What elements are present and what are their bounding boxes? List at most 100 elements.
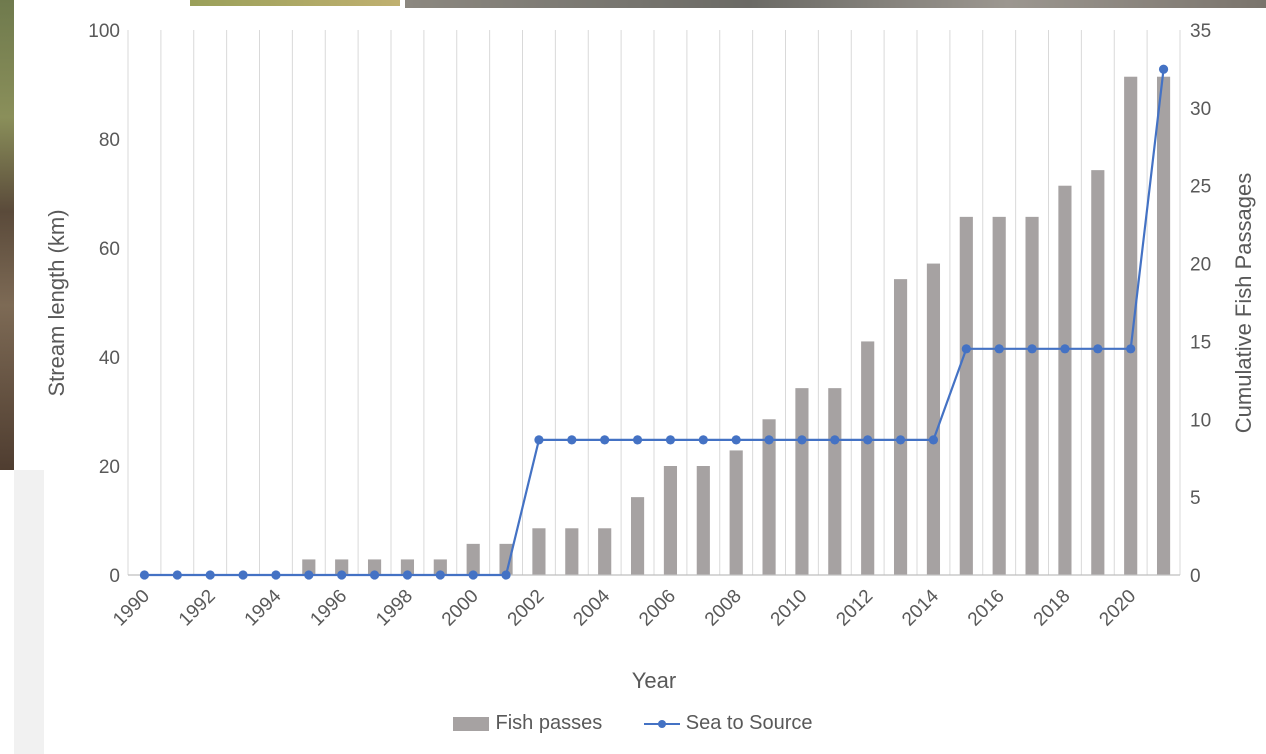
line-point xyxy=(797,435,807,445)
left-tick-label: 0 xyxy=(109,566,120,587)
legend-bar-swatch xyxy=(453,716,490,731)
bar xyxy=(828,388,842,575)
line-point xyxy=(139,570,150,580)
line-point xyxy=(928,435,939,445)
line-point xyxy=(600,435,610,445)
bar-series xyxy=(302,76,1171,575)
line-point xyxy=(830,435,840,445)
bar xyxy=(400,559,415,575)
left-tick-label: 20 xyxy=(99,457,120,478)
panel-shadow xyxy=(14,470,44,754)
line-point xyxy=(468,570,478,580)
line-point xyxy=(534,435,544,445)
line-point xyxy=(961,344,971,354)
gridlines xyxy=(127,30,1181,575)
line-point xyxy=(1060,344,1070,354)
line-point xyxy=(369,570,380,580)
x-tick-label: 1992 xyxy=(175,586,220,631)
bar xyxy=(1156,76,1171,575)
right-tick-label: 5 xyxy=(1190,488,1201,509)
x-tick-label: 2014 xyxy=(898,585,943,630)
bar xyxy=(433,559,447,575)
bar xyxy=(992,216,1006,575)
line-point xyxy=(665,435,676,445)
legend: Fish passes Sea to Source xyxy=(0,712,1266,737)
left-tick-label: 40 xyxy=(99,348,120,369)
x-tick-label: 1996 xyxy=(306,586,351,631)
line-point xyxy=(1027,344,1037,354)
legend-item-fish-passes: Fish passes xyxy=(453,712,602,735)
right-tick-label: 35 xyxy=(1190,21,1211,42)
line-point xyxy=(435,570,445,580)
bar xyxy=(729,450,743,575)
line-point xyxy=(567,435,577,445)
line-point xyxy=(994,344,1004,354)
bar xyxy=(795,388,809,575)
x-tick-label: 2004 xyxy=(569,585,614,630)
line-point xyxy=(1126,344,1136,354)
background-photo-strip-top-left xyxy=(190,0,400,6)
right-tick-label: 25 xyxy=(1190,177,1211,198)
line-point xyxy=(238,570,248,580)
x-axis-ticks: 1990 1992 1994 1996 1998 2000 2002 2004 2006 2008… xyxy=(109,585,1140,630)
right-tick-label: 30 xyxy=(1190,99,1211,120)
x-tick-label: 2016 xyxy=(964,586,1009,631)
left-axis-title: Stream length (km) xyxy=(44,209,69,396)
line-series xyxy=(139,64,1169,580)
line-point xyxy=(402,570,413,580)
x-tick-label: 1998 xyxy=(372,586,417,631)
right-tick-label: 20 xyxy=(1190,255,1211,276)
left-tick-label: 60 xyxy=(99,239,120,260)
legend-line-swatch xyxy=(643,717,680,731)
bar xyxy=(696,466,710,575)
x-tick-label: 1994 xyxy=(241,585,286,630)
right-tick-label: 15 xyxy=(1190,332,1211,353)
line-point xyxy=(895,435,906,445)
bar xyxy=(302,559,316,575)
x-tick-label: 2006 xyxy=(635,586,680,631)
bar xyxy=(598,528,612,575)
right-axis-title: Cumulative Fish Passages xyxy=(1231,173,1256,433)
bar xyxy=(335,559,349,575)
bar xyxy=(861,341,875,575)
left-axis-ticks: 0 20 40 60 80 100 xyxy=(88,21,120,587)
bar xyxy=(1091,170,1105,575)
bar xyxy=(499,543,513,575)
x-tick-label: 1990 xyxy=(109,586,154,631)
x-tick-label: 2008 xyxy=(701,586,746,631)
line-point xyxy=(1093,344,1103,354)
bar xyxy=(1025,216,1039,575)
legend-label-fish-passes: Fish passes xyxy=(495,712,603,734)
bar xyxy=(893,279,908,575)
x-tick-label: 2018 xyxy=(1030,586,1075,631)
x-tick-label: 2012 xyxy=(832,586,877,631)
bar xyxy=(565,528,579,575)
bar xyxy=(1058,185,1072,575)
legend-item-sea-to-source: Sea to Source xyxy=(643,712,813,735)
line-point xyxy=(632,435,643,445)
right-tick-label: 10 xyxy=(1190,410,1211,431)
bar xyxy=(762,419,776,575)
x-tick-label: 2010 xyxy=(767,586,812,631)
line-point xyxy=(863,435,873,445)
line-point xyxy=(501,570,511,580)
line-point xyxy=(271,570,281,580)
line-point xyxy=(304,570,314,580)
left-tick-label: 80 xyxy=(99,130,120,151)
x-tick-label: 2020 xyxy=(1095,586,1140,631)
bar xyxy=(959,216,973,575)
bar xyxy=(630,497,645,575)
bar xyxy=(926,263,941,575)
left-tick-label: 100 xyxy=(88,21,120,42)
background-photo-strip-top xyxy=(405,0,1266,10)
x-axis-title: Year xyxy=(632,668,676,693)
background-photo-strip xyxy=(0,0,14,470)
line-point xyxy=(1158,64,1169,74)
bar xyxy=(367,559,382,575)
bar xyxy=(466,543,480,575)
line-point xyxy=(764,435,774,445)
line-point xyxy=(731,435,741,445)
bar xyxy=(532,528,546,575)
right-tick-label: 0 xyxy=(1190,566,1201,587)
